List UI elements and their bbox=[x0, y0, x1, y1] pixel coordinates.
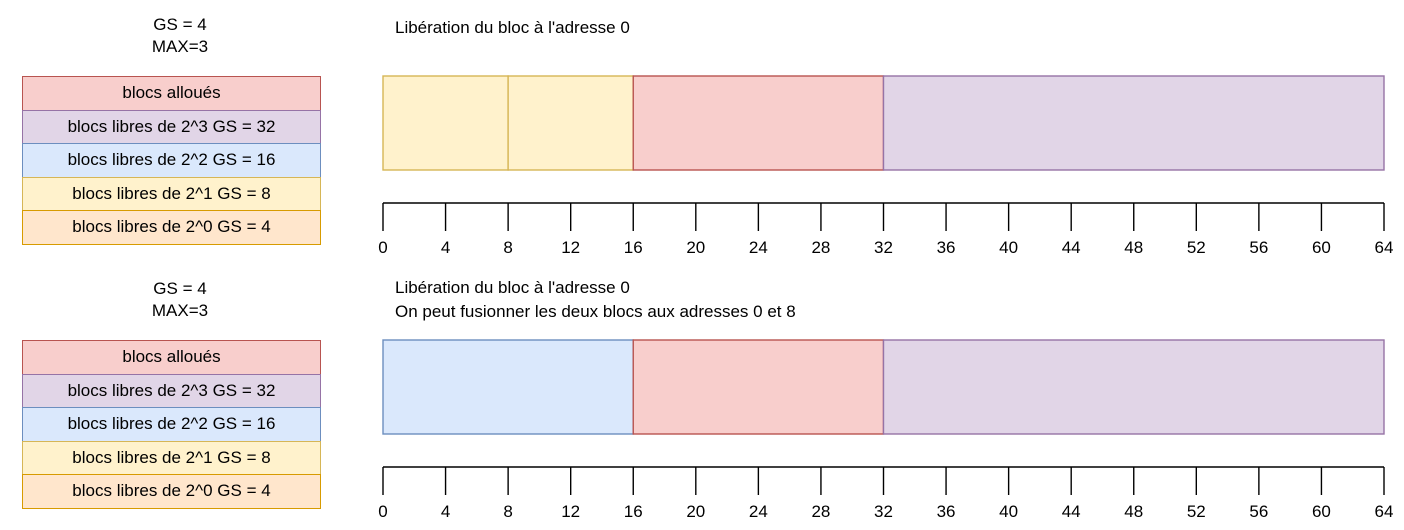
axis-tick-label-8: 8 bbox=[503, 502, 512, 521]
axis-tick-label-24: 24 bbox=[749, 238, 768, 257]
caption: Libération du bloc à l'adresse 0 bbox=[395, 16, 630, 40]
axis-tick-label-40: 40 bbox=[999, 502, 1018, 521]
legend-free-2-2: blocs libres de 2^2 GS = 16 bbox=[22, 143, 321, 178]
axis-tick-label-60: 60 bbox=[1312, 502, 1331, 521]
axis-tick-label-28: 28 bbox=[811, 502, 830, 521]
memory-block-0-8 bbox=[382, 75, 509, 171]
axis-tick-label-48: 48 bbox=[1124, 238, 1143, 257]
legend-allocated: blocs alloués bbox=[22, 76, 321, 111]
axis-tick-label-24: 24 bbox=[749, 502, 768, 521]
axis-tick-label-28: 28 bbox=[811, 238, 830, 257]
panel-2: GS = 4 MAX=3 Libération du bloc à l'adre… bbox=[0, 264, 1404, 529]
axis-tick-label-60: 60 bbox=[1312, 238, 1331, 257]
param-gs: GS = 4 bbox=[153, 15, 207, 34]
axis-tick-label-4: 4 bbox=[441, 238, 450, 257]
param-max: MAX=3 bbox=[151, 301, 209, 320]
memory-block-32-64 bbox=[882, 339, 1385, 435]
axis-tick-label-64: 64 bbox=[1375, 502, 1394, 521]
axis-tick-label-36: 36 bbox=[937, 238, 956, 257]
axis-tick-label-52: 52 bbox=[1187, 238, 1206, 257]
axis-tick-label-16: 16 bbox=[624, 238, 643, 257]
caption-line-2: On peut fusionner les deux blocs aux adr… bbox=[395, 302, 796, 321]
axis-tick-label-44: 44 bbox=[1062, 238, 1081, 257]
axis-tick-label-32: 32 bbox=[874, 502, 893, 521]
memory-block-16-32 bbox=[632, 75, 885, 171]
caption-line-1: Libération du bloc à l'adresse 0 bbox=[395, 278, 630, 297]
caption: Libération du bloc à l'adresse 0 On peut… bbox=[395, 276, 796, 324]
legend-free-2-1: blocs libres de 2^1 GS = 8 bbox=[22, 440, 321, 475]
caption-line-1: Libération du bloc à l'adresse 0 bbox=[395, 18, 630, 37]
legend-free-2-0: blocs libres de 2^0 GS = 4 bbox=[22, 210, 321, 245]
legend-free-2-3: blocs libres de 2^3 GS = 32 bbox=[22, 373, 321, 408]
memory-block-32-64 bbox=[882, 75, 1385, 171]
parameters: GS = 4 MAX=3 bbox=[60, 14, 300, 58]
axis-tick-label-44: 44 bbox=[1062, 502, 1081, 521]
legend: blocs alloués blocs libres de 2^3 GS = 3… bbox=[22, 340, 321, 509]
legend: blocs alloués blocs libres de 2^3 GS = 3… bbox=[22, 76, 321, 245]
memory-block-8-16 bbox=[507, 75, 634, 171]
axis-tick-label-56: 56 bbox=[1249, 502, 1268, 521]
legend-allocated: blocs alloués bbox=[22, 340, 321, 375]
axis-tick-label-12: 12 bbox=[561, 238, 580, 257]
axis-tick-label-32: 32 bbox=[874, 238, 893, 257]
memory-diagram: 0 4 8 12 16 20 24 28 32 36 40 44 48 52 56 60 64 bbox=[378, 75, 1394, 257]
legend-free-2-0: blocs libres de 2^0 GS = 4 bbox=[22, 474, 321, 509]
axis-tick-label-52: 52 bbox=[1187, 502, 1206, 521]
axis-tick-label-16: 16 bbox=[624, 502, 643, 521]
axis-tick-label-20: 20 bbox=[686, 502, 705, 521]
param-gs: GS = 4 bbox=[153, 279, 207, 298]
legend-free-2-2: blocs libres de 2^2 GS = 16 bbox=[22, 407, 321, 442]
axis-tick-label-8: 8 bbox=[503, 238, 512, 257]
axis-tick-label-0: 0 bbox=[378, 238, 387, 257]
panel-1: GS = 4 MAX=3 Libération du bloc à l'adre… bbox=[22, 14, 1394, 257]
axis-tick-label-56: 56 bbox=[1249, 238, 1268, 257]
memory-block-16-32 bbox=[632, 339, 885, 435]
axis-tick-label-0: 0 bbox=[378, 502, 387, 521]
param-max: MAX=3 bbox=[151, 37, 209, 56]
axis-tick-label-4: 4 bbox=[441, 502, 450, 521]
legend-free-2-1: blocs libres de 2^1 GS = 8 bbox=[22, 176, 321, 211]
legend-free-2-3: blocs libres de 2^3 GS = 32 bbox=[22, 109, 321, 144]
axis-tick-label-20: 20 bbox=[686, 238, 705, 257]
axis-tick-label-64: 64 bbox=[1375, 238, 1394, 257]
axis-tick-label-12: 12 bbox=[561, 502, 580, 521]
memory-block-0-16 bbox=[382, 339, 634, 435]
axis-tick-label-36: 36 bbox=[937, 502, 956, 521]
axis-tick-label-48: 48 bbox=[1124, 502, 1143, 521]
memory-diagram: 0 4 8 12 16 20 24 28 32 36 40 44 48 52 56 60 64 bbox=[378, 339, 1394, 521]
parameters: GS = 4 MAX=3 bbox=[60, 278, 300, 322]
axis-tick-label-40: 40 bbox=[999, 238, 1018, 257]
